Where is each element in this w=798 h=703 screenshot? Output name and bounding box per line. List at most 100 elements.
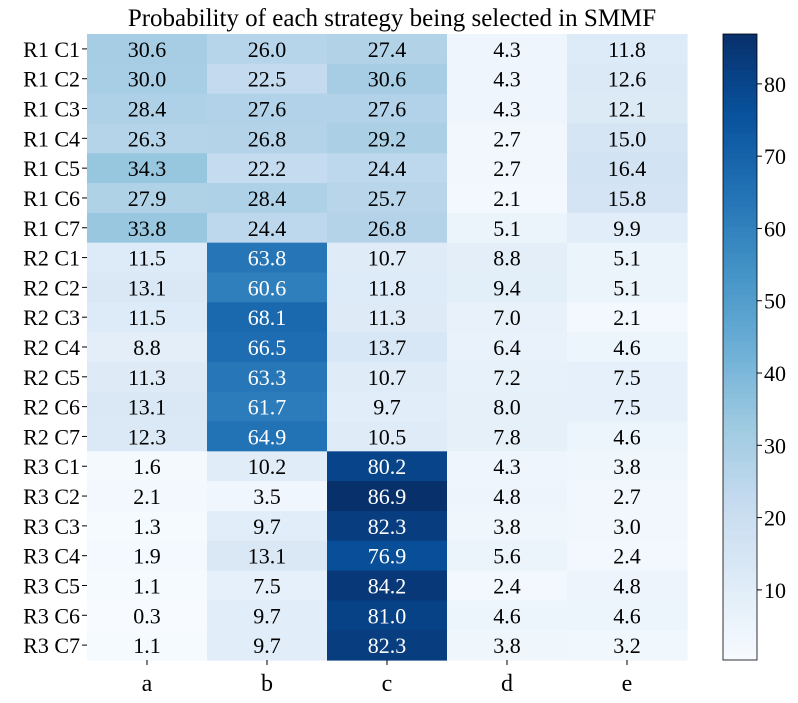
cell-value-label: 30.6 [368,67,407,92]
heatmap-cell [447,361,568,393]
cell-value-label: 68.1 [248,305,287,330]
heatmap-cell [447,242,568,274]
cell-value-label: 80.2 [368,454,407,479]
heatmap-cell [327,242,448,274]
cell-value-label: 61.7 [248,395,287,420]
colorbar-segment [723,592,757,598]
heatmap-cell [447,600,568,631]
cell-value-label: 84.2 [368,573,407,598]
colorbar-segment [723,446,757,452]
colorbar-segment [723,107,757,113]
heatmap-cell [327,272,448,303]
row-label: R1 C7 [23,216,80,241]
colorbar-segment [723,466,757,473]
colorbar-segment [723,440,757,447]
colorbar-segment [723,237,757,244]
cell-value-label: 3.5 [253,484,281,509]
cell-value-label: 0.3 [133,603,161,628]
cell-value-label: 26.8 [368,216,407,241]
cell-value-label: 11.5 [128,305,166,330]
colorbar-segment [723,586,757,593]
cell-value-label: 2.4 [493,573,521,598]
heatmap-cell [207,123,328,154]
heatmap-cells: 30.6 26.0 27.4 4.3 11.8 30.0 22.5 30.6 4.3 12.6 28… [87,34,688,661]
heatmap-cell [327,540,448,572]
colorbar-segment [723,190,757,197]
cell-value-label: 11.3 [128,365,166,390]
colorbar-segment [723,451,757,458]
heatmap-cell [207,63,328,95]
colorbar-segment [723,138,757,145]
cell-value-label: 82.3 [368,514,407,539]
colorbar-segment [723,159,757,166]
heatmap-cell [567,63,688,95]
heatmap-cell [87,391,208,423]
heatmap-cell [447,183,568,214]
heatmap-cell [327,93,448,125]
cell-value-label: 12.3 [128,424,167,449]
colorbar-segment [723,91,757,98]
cell-value-label: 4.3 [493,37,521,62]
cell-value-label: 13.1 [248,544,287,569]
colorbar-segment [723,576,757,583]
colorbar-segment [723,273,757,280]
cell-value-label: 27.6 [368,97,407,122]
cell-value-label: 28.4 [128,97,167,122]
colorbar-segment [723,644,757,651]
cell-value-label: 13.1 [128,275,167,300]
colorbar-segment [723,153,757,160]
colorbar-segment [723,253,757,259]
cell-value-label: 2.7 [493,156,521,181]
cell-value-label: 11.5 [128,246,166,271]
cell-value-label: 2.7 [613,484,641,509]
heatmap-cell [567,570,688,601]
column-label: c [382,671,393,697]
heatmap-cell [567,630,688,661]
chart-title: Probability of each strategy being selec… [128,5,656,32]
cell-value-label: 60.6 [248,275,287,300]
cell-value-label: 1.1 [133,573,161,598]
colorbar-segment [723,597,757,604]
heatmap-cell [207,302,328,333]
heatmap-cell [327,570,448,601]
heatmap-cell [567,600,688,631]
heatmap-cell [87,153,208,184]
cell-value-label: 8.8 [133,335,161,360]
cell-value-label: 25.7 [368,186,407,211]
colorbar-segment [723,169,757,176]
cell-value-label: 10.7 [368,246,407,271]
heatmap-cell [207,34,328,65]
colorbar-segment [723,200,757,207]
cell-value-label: 26.0 [248,37,287,62]
heatmap-cell [87,630,208,661]
colorbar-tick-label: 10 [764,578,786,603]
colorbar-segment [723,487,757,494]
cell-value-label: 5.1 [493,216,521,241]
heatmap-cell [567,510,688,542]
heatmap-cell [447,630,568,661]
column-labels: a b c d e [142,660,632,697]
colorbar-segment [723,60,757,66]
heatmap-cell [567,451,688,482]
heatmap-cell [327,510,448,542]
colorbar-segment [723,75,757,82]
cell-value-label: 4.6 [613,603,641,628]
heatmap-cell [327,302,448,333]
colorbar-segment [723,258,757,265]
row-label: R3 C5 [23,573,80,598]
cell-value-label: 9.9 [613,216,641,241]
colorbar-segment [723,34,757,40]
heatmap-cell [87,183,208,214]
colorbar-segment [723,195,757,202]
heatmap-cell [447,540,568,572]
heatmap-cell [87,510,208,542]
heatmap-cell [207,272,328,303]
heatmap-cell [207,332,328,363]
cell-value-label: 13.1 [128,395,167,420]
colorbar-segment [723,284,757,291]
heatmap-cell [567,361,688,393]
colorbar-segment [723,279,757,285]
colorbar-segment [723,513,757,520]
heatmap-cell [207,600,328,631]
